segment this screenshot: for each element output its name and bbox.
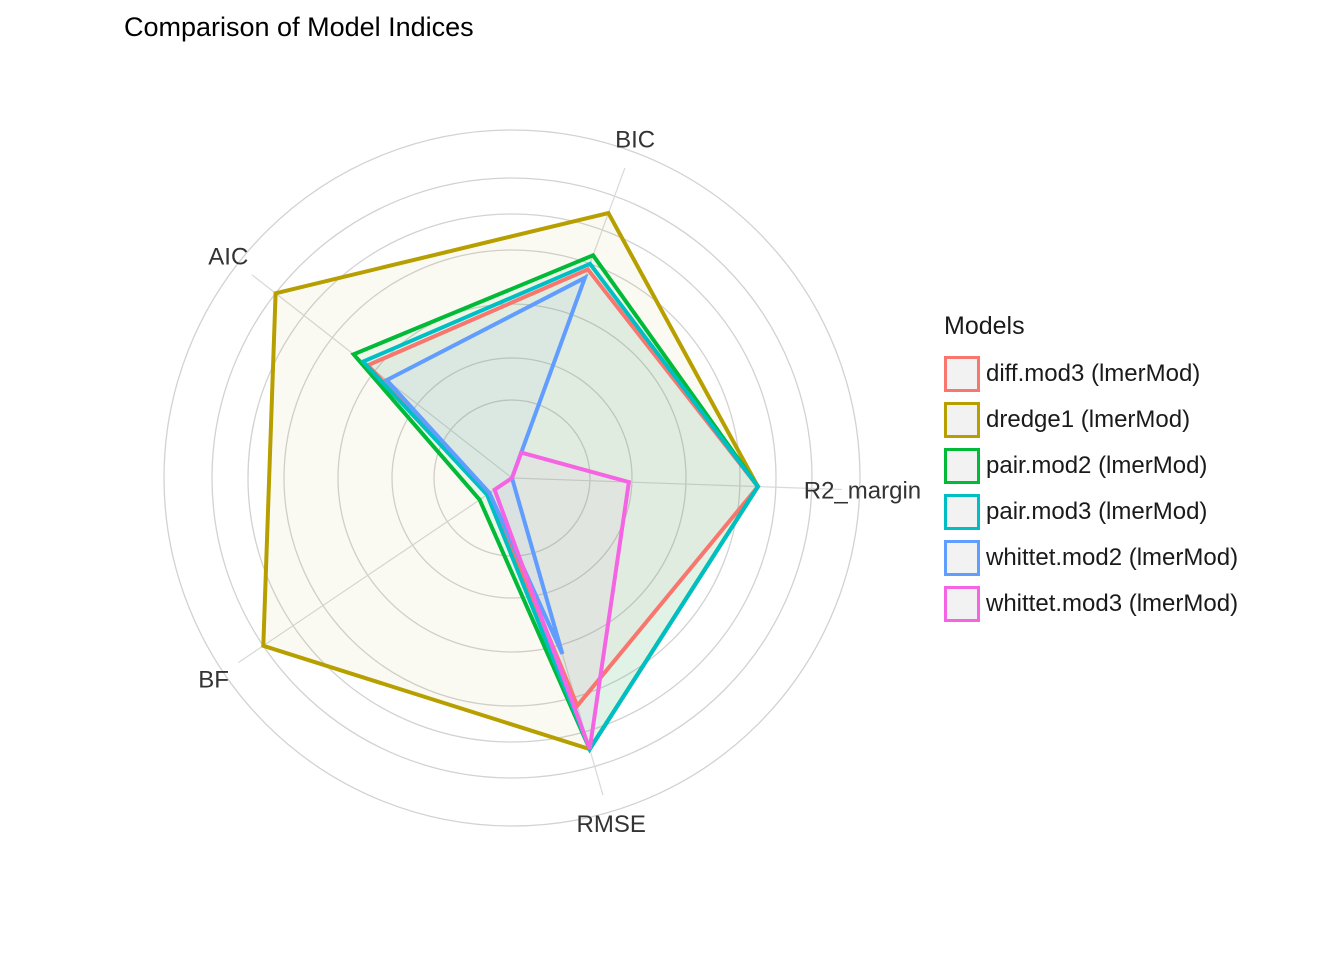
grid-circle [391, 357, 633, 599]
grid-circle [211, 177, 813, 779]
legend-item: whittet.mod3 (lmerMod) [944, 581, 1238, 627]
series-fill-5 [494, 452, 629, 750]
legend-item: whittet.mod2 (lmerMod) [944, 535, 1238, 581]
axis-label-aic: AIC [208, 243, 248, 270]
legend-label: pair.mod2 (lmerMod) [986, 452, 1208, 479]
radar-chart: AIC BIC R2_marginal RMSE BF [163, 127, 920, 838]
legend-title: Models [944, 312, 1025, 340]
legend-item: pair.mod2 (lmerMod) [944, 443, 1238, 489]
legend: Models diff.mod3 (lmerMod) dredge1 (lmerM… [944, 312, 1238, 627]
legend-label: whittet.mod3 (lmerMod) [986, 590, 1239, 617]
legend-label: whittet.mod2 (lmerMod) [986, 544, 1239, 571]
legend-item: pair.mod3 (lmerMod) [944, 489, 1238, 535]
legend-items: diff.mod3 (lmerMod) dredge1 (lmerMod) pair… [944, 351, 1238, 627]
series-line-5 [492, 450, 632, 750]
legend-key [944, 448, 980, 484]
grid-circle [163, 129, 861, 827]
grid-spoke [251, 274, 513, 479]
series-fill-2 [353, 255, 758, 750]
axis-label-rmse: RMSE [577, 811, 646, 838]
series-fills [263, 213, 758, 750]
grid-circle [247, 213, 777, 743]
axis-label-r2_marginal: R2_marginal [804, 478, 920, 505]
legend-key [944, 540, 980, 576]
legend-key [944, 494, 980, 530]
legend-label: dredge1 (lmerMod) [986, 406, 1191, 433]
legend-label: pair.mod3 (lmerMod) [986, 498, 1208, 525]
legend-key [944, 356, 980, 392]
axis-label-bf: BF [198, 666, 229, 693]
grid-spoke [238, 477, 513, 664]
grid-spoke [511, 477, 842, 491]
series-fill-0 [367, 269, 758, 706]
chart-title: Comparison of Model Indices [124, 12, 474, 42]
axis-labels: AIC BIC R2_marginal RMSE BF [198, 127, 920, 838]
axis-label-bic: BIC [615, 127, 655, 154]
series-fill-3 [363, 263, 758, 750]
series-line-4 [383, 273, 589, 655]
legend-key [944, 586, 980, 622]
series-lines [261, 210, 761, 754]
grid-circle [283, 249, 741, 707]
series-line-3 [359, 261, 761, 754]
legend-label: diff.mod3 (lmerMod) [986, 360, 1201, 387]
legend-item: dredge1 (lmerMod) [944, 397, 1238, 443]
legend-item: diff.mod3 (lmerMod) [944, 351, 1238, 397]
legend-key [944, 402, 980, 438]
